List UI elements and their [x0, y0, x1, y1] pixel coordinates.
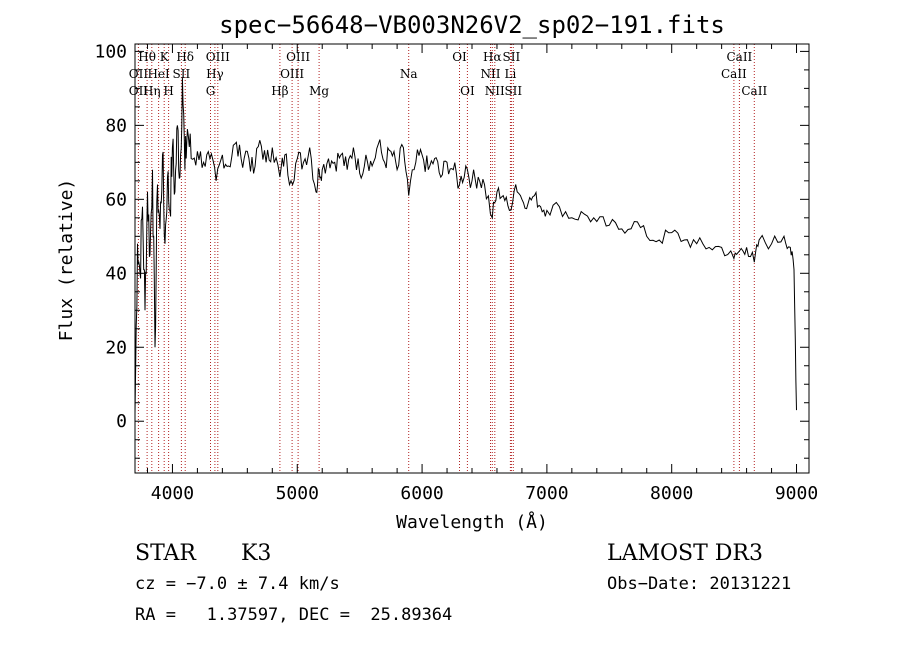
marker-label: NII	[485, 84, 505, 98]
series-layer	[134, 77, 797, 414]
y-tick-label: 0	[116, 411, 127, 432]
chart-title: spec−56648−VB003N26V2_sp02−191.fits	[219, 11, 725, 39]
object-subclass: K3	[241, 541, 271, 566]
y-axis-label: Flux (relative)	[56, 179, 77, 342]
marker-label: G	[206, 84, 216, 98]
object-class: STAR	[135, 541, 197, 566]
x-tick-label: 5000	[276, 483, 319, 504]
marker-label: Mg	[309, 84, 329, 98]
x-tick-label: 7000	[525, 483, 568, 504]
marker-label: OIII	[286, 50, 310, 64]
marker-label: K	[160, 50, 170, 64]
marker-label: SII	[503, 50, 521, 64]
marker-label: OI	[460, 84, 475, 98]
marker-label: OII	[129, 67, 149, 81]
marker-label: Hα	[483, 50, 502, 64]
marker-label: OIII	[280, 67, 304, 81]
survey-name: LAMOST DR3	[607, 541, 763, 566]
y-tick-label: 40	[105, 263, 127, 284]
marker-label: Hθ	[138, 50, 156, 64]
marker-label: H	[163, 84, 173, 98]
x-axis-label: Wavelength (Å)	[396, 511, 548, 533]
series-line-spectrum	[134, 77, 797, 414]
marker-label: CaII	[726, 50, 752, 64]
marker-label: Hγ	[206, 67, 224, 81]
marker-label: Na	[400, 67, 418, 81]
redshift-readout: cz = −7.0 ± 7.4 km/s	[135, 574, 340, 594]
marker-label: CaII	[721, 67, 747, 81]
marker-label: CaII	[741, 84, 767, 98]
y-tick-label: 60	[105, 189, 127, 210]
marker-label: Hη	[143, 84, 161, 98]
x-axis: 4000 5000 6000 7000 8000 9000	[146, 44, 818, 504]
coordinates: RA = 1.37597, DEC = 25.89364	[135, 605, 452, 625]
y-tick-label: 80	[105, 115, 127, 136]
marker-label: OIII	[206, 50, 230, 64]
marker-label: Li	[504, 67, 516, 81]
x-tick-label: 4000	[151, 483, 194, 504]
y-tick-label: 100	[94, 41, 127, 62]
marker-label: Hδ	[176, 50, 194, 64]
marker-label: OII	[129, 84, 149, 98]
marker-label: Hβ	[271, 84, 288, 98]
y-axis: 0 20 40 60 80 100	[94, 41, 809, 459]
plot-frame	[134, 43, 810, 474]
x-tick-label: 8000	[650, 483, 693, 504]
marker-label: HeI	[147, 67, 170, 81]
y-tick-label: 20	[105, 337, 127, 358]
marker-label: OI	[452, 50, 467, 64]
obs-date: Obs−Date: 20131221	[607, 574, 791, 594]
marker-label: SII	[504, 84, 522, 98]
marker-label: SII	[173, 67, 191, 81]
marker-label: NII	[481, 67, 501, 81]
line-markers	[137, 44, 755, 473]
x-tick-label: 6000	[400, 483, 443, 504]
x-tick-label: 9000	[775, 483, 818, 504]
